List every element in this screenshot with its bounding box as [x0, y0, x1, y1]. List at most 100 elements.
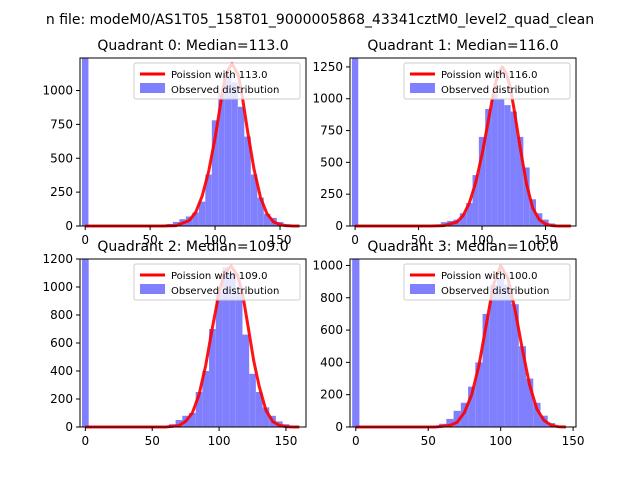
y-tick-label: 800 — [50, 308, 73, 322]
axes-frame — [349, 258, 577, 428]
legend-fit-label: Poission with 100.0 — [441, 271, 537, 282]
legend-hist-swatch — [140, 83, 165, 93]
histogram-bar — [446, 418, 454, 427]
histogram-bar — [249, 373, 256, 427]
legend-box — [403, 263, 571, 301]
histogram-bar — [511, 304, 519, 427]
x-tick-label: 0 — [351, 233, 359, 247]
axes-frame — [349, 57, 577, 227]
histogram-bar — [211, 120, 219, 226]
y-tick-label: 0 — [65, 219, 73, 233]
y-tick-label: 1000 — [42, 280, 73, 294]
histogram-bar — [237, 106, 245, 226]
histogram-bar — [205, 174, 212, 226]
histogram-bar — [526, 378, 534, 427]
x-tick-label: 100 — [208, 434, 231, 448]
x-tick-label: 100 — [489, 434, 512, 448]
legend-fit-label: Poission with 109.0 — [171, 271, 267, 282]
histogram-bar — [459, 213, 467, 226]
histogram-bar — [491, 93, 498, 227]
legend-hist-swatch — [140, 284, 165, 294]
histogram-bar — [475, 362, 483, 427]
quadrant-title: Quadrant 2: Median=109.0 — [97, 239, 288, 255]
y-tick-label: 1000 — [42, 84, 73, 98]
histogram-bar — [215, 292, 223, 427]
histogram-bar — [510, 111, 517, 226]
y-tick-label: 400 — [50, 364, 73, 378]
legend-hist-label: Observed distribution — [441, 286, 549, 297]
y-tick-label: 1000 — [312, 258, 343, 272]
y-tick-label: 0 — [335, 420, 343, 434]
histogram-bar — [466, 203, 473, 226]
histogram-bar — [255, 392, 263, 427]
quadrant-title: Quadrant 0: Median=113.0 — [97, 38, 288, 54]
axes-frame — [79, 57, 307, 227]
x-tick-label: 150 — [534, 233, 557, 247]
histogram-bar — [351, 58, 359, 226]
x-tick-label: 150 — [269, 233, 292, 247]
histogram-bar — [523, 167, 530, 226]
quadrant-2-axes: 0 50 100 150 0 200 400 600 800 1000 1200 Quadrant 2… — [42, 239, 307, 448]
quadrant-title: Quadrant 1: Median=116.0 — [367, 38, 558, 54]
y-tick-label: 500 — [320, 155, 343, 169]
quadrant-0-axes: 0 50 100 150 0 250 500 750 1000 Quadrant 0: Media… — [42, 38, 307, 247]
y-tick-label: 400 — [320, 355, 343, 369]
histogram-bar — [478, 136, 486, 226]
y-tick-label: 200 — [50, 392, 73, 406]
histogram-bar — [453, 410, 461, 427]
quadrant-1-axes: 0 50 100 150 0 250 500 750 1000 1250 Quadrant 1: M… — [312, 38, 577, 247]
histogram-bar — [222, 267, 230, 427]
histogram-bar — [518, 346, 527, 427]
y-tick-label: 250 — [50, 185, 73, 199]
y-tick-label: 600 — [50, 336, 73, 350]
y-tick-label: 0 — [65, 420, 73, 434]
histogram-bar — [516, 136, 524, 226]
histogram-bar — [231, 82, 238, 226]
histogram-bar — [209, 329, 216, 427]
y-tick-label: 500 — [50, 151, 73, 165]
histogram-bar — [352, 259, 360, 427]
quadrant-3-axes: 0 50 100 150 0 200 400 600 800 1000 Quadrant 3: Me… — [312, 239, 584, 448]
histogram-bar — [482, 313, 490, 427]
x-tick-label: 50 — [411, 233, 426, 247]
x-tick-label: 0 — [352, 434, 360, 448]
legend-box — [133, 62, 301, 100]
y-tick-label: 1200 — [42, 252, 73, 266]
y-tick-label: 0 — [335, 219, 343, 233]
histogram-bar — [82, 259, 89, 427]
legend-fit-label: Poission with 113.0 — [171, 70, 267, 81]
histogram-bar — [257, 197, 264, 226]
legend-hist-label: Observed distribution — [171, 286, 279, 297]
y-tick-label: 1250 — [312, 60, 343, 74]
histogram-bar — [489, 284, 498, 427]
histogram-bar — [224, 74, 232, 227]
y-tick-label: 600 — [320, 323, 343, 337]
x-tick-label: 50 — [142, 233, 157, 247]
legend-box — [403, 62, 571, 100]
x-tick-label: 0 — [81, 233, 89, 247]
histogram-bar — [485, 108, 492, 226]
histogram-bar — [229, 273, 236, 427]
legend-hist-swatch — [410, 83, 435, 93]
histogram-bar — [195, 392, 203, 427]
y-tick-label: 750 — [320, 124, 343, 138]
x-tick-label: 100 — [204, 233, 227, 247]
histogram-bar — [468, 386, 476, 427]
legend-fit-label: Poission with 116.0 — [441, 70, 537, 81]
histogram-bar — [504, 105, 511, 226]
histogram-bar — [250, 174, 258, 226]
x-tick-label: 50 — [145, 434, 160, 448]
histogram-bar — [533, 402, 541, 427]
y-tick-label: 750 — [50, 117, 73, 131]
histogram-bar — [504, 284, 512, 427]
histogram-bar — [235, 292, 243, 427]
figure-suptitle: n file: modeM0/AS1T05_158T01_9000005868_… — [46, 12, 594, 28]
x-tick-label: 150 — [274, 434, 297, 448]
histogram-bar — [472, 175, 479, 226]
y-tick-label: 250 — [320, 187, 343, 201]
histogram-bar — [529, 199, 537, 226]
y-tick-label: 200 — [320, 388, 343, 402]
histogram-bar — [244, 136, 251, 226]
histogram-bar — [263, 213, 271, 226]
